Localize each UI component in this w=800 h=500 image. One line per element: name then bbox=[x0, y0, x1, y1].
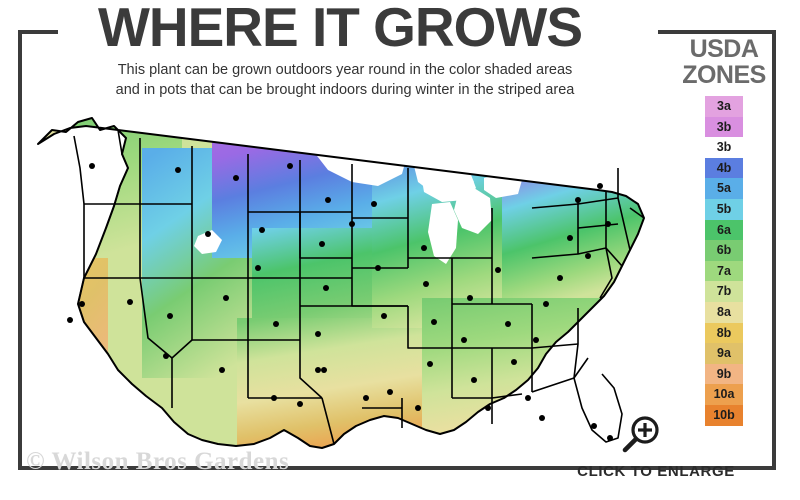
legend-swatch: 7a bbox=[705, 260, 743, 282]
legend-title-line-2: ZONES bbox=[682, 61, 766, 89]
hardiness-zone-map[interactable] bbox=[22, 108, 662, 453]
legend-swatch: 9b bbox=[705, 363, 743, 385]
map-city-dots bbox=[67, 163, 613, 441]
legend-swatch: 8a bbox=[705, 301, 743, 323]
legend-swatch: 3b bbox=[716, 140, 732, 155]
frame-right-edge bbox=[772, 30, 776, 470]
page-title: WHERE IT GROWS bbox=[97, 0, 583, 58]
usda-zones-legend: USDA ZONES 3a 3b 3b 4b 5a 5b 6a 6b 7a 7b 8a 8b 9a 9b 1… bbox=[676, 36, 772, 426]
watermark: © Wilson Bros Gardens bbox=[26, 448, 290, 475]
map-svg[interactable] bbox=[22, 108, 662, 453]
legend-swatch: 6a bbox=[705, 219, 743, 241]
frame-left-edge bbox=[18, 30, 22, 470]
click-to-enlarge-label[interactable]: CLICK TO ENLARGE bbox=[577, 463, 735, 480]
frame-bottom-edge bbox=[18, 466, 776, 470]
frame-top-right-segment bbox=[658, 30, 776, 34]
legend-swatch: 5b bbox=[705, 198, 743, 220]
legend-swatch: 3a bbox=[705, 96, 743, 117]
subtitle-line-1: This plant can be grown outdoors year ro… bbox=[117, 62, 573, 78]
legend-title-line-1: USDA bbox=[689, 35, 759, 63]
legend-swatch: 10a bbox=[705, 384, 743, 405]
legend-swatch: 5a bbox=[705, 178, 743, 199]
magnifier-plus-icon[interactable] bbox=[618, 415, 664, 455]
legend-swatch-list: 3a 3b 3b 4b 5a 5b 6a 6b 7a 7b 8a 8b 9a 9b 10a 10b bbox=[705, 96, 743, 426]
subtitle: This plant can be grown outdoors year ro… bbox=[30, 60, 660, 100]
legend-swatch: 6b bbox=[705, 240, 743, 261]
legend-swatch: 4b bbox=[705, 157, 743, 179]
subtitle-line-2: and in pots that can be brought indoors … bbox=[115, 82, 575, 98]
legend-swatch: 3b bbox=[705, 116, 743, 138]
legend-swatch: 7b bbox=[705, 281, 743, 302]
legend-swatch: 9a bbox=[705, 343, 743, 364]
legend-swatch: 10b bbox=[705, 404, 743, 426]
frame-top-left-segment bbox=[18, 30, 58, 34]
legend-swatch: 8b bbox=[705, 322, 743, 344]
map-zone-fills bbox=[38, 118, 644, 448]
legend-title: USDA ZONES bbox=[676, 36, 772, 88]
